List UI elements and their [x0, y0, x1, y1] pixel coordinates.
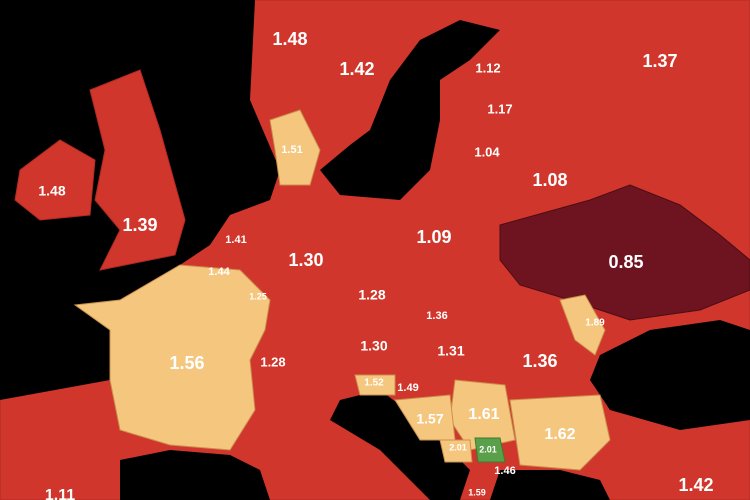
- region-label: 2.01: [479, 444, 497, 454]
- slovenia: [354, 374, 396, 396]
- region-label: 1.56: [169, 353, 204, 373]
- montenegro: [439, 439, 473, 463]
- region-label: 1.39: [122, 215, 157, 235]
- region-label: 1.36: [522, 351, 557, 371]
- region-label: 1.36: [426, 310, 447, 322]
- region-label: 1.89: [585, 318, 605, 329]
- region-label: 1.30: [360, 338, 387, 354]
- region-label: 1.28: [260, 354, 285, 369]
- region-label: 1.42: [678, 475, 713, 495]
- region-label: 1.57: [416, 411, 443, 427]
- region-label: 1.48: [272, 29, 307, 49]
- region-label: 1.42: [339, 59, 374, 79]
- region-label: 1.46: [494, 465, 515, 477]
- denmark: [269, 109, 321, 186]
- adriatic: [330, 390, 470, 500]
- region-label: 2.01: [449, 442, 467, 452]
- region-label: 1.31: [437, 343, 464, 359]
- region-label: 1.62: [544, 426, 575, 443]
- moldova: [559, 294, 606, 356]
- region-label: 1.17: [487, 101, 512, 116]
- region-label: 1.48: [38, 183, 65, 199]
- region-label: 1.61: [468, 406, 499, 423]
- region-label: 1.09: [416, 227, 451, 247]
- region-label: 1.52: [364, 378, 384, 389]
- bulgaria: [509, 394, 611, 471]
- ukraine: [499, 184, 750, 321]
- region-label: 1.30: [288, 250, 323, 270]
- region-label: 1.04: [474, 144, 500, 159]
- region-label: 1.25: [249, 291, 267, 301]
- region-label: 1.08: [532, 170, 567, 190]
- region-label: 1.28: [358, 287, 385, 303]
- france: [73, 264, 271, 451]
- britain: [89, 69, 186, 271]
- region-label: 1.49: [397, 382, 418, 394]
- mediterranean: [120, 450, 270, 500]
- region-label: 1.12: [475, 60, 500, 75]
- region-label: 1.37: [642, 51, 677, 71]
- region-label: 1.59: [468, 487, 486, 497]
- ireland: [14, 139, 96, 221]
- region-label: 1.51: [281, 144, 302, 156]
- kosovo: [474, 437, 506, 463]
- region-label: 1.41: [225, 234, 246, 246]
- region-label: 0.85: [608, 252, 643, 272]
- aegean: [490, 470, 610, 500]
- black-sea: [590, 320, 750, 430]
- baltic-sea: [320, 20, 500, 200]
- region-label: 1.11: [45, 487, 75, 500]
- region-label: 1.44: [208, 266, 230, 278]
